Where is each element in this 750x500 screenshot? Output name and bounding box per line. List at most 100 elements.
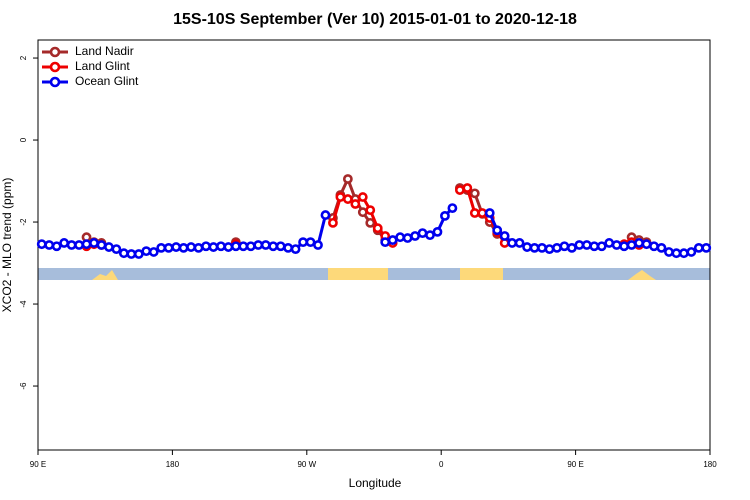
legend-marker xyxy=(49,46,61,58)
data-point xyxy=(425,230,435,241)
legend-marker xyxy=(49,76,61,88)
data-point xyxy=(469,208,480,218)
data-point xyxy=(581,240,592,250)
data-point xyxy=(552,242,562,253)
data-point xyxy=(566,242,577,253)
data-point xyxy=(671,248,682,259)
data-point xyxy=(313,240,323,250)
data-point xyxy=(59,238,70,248)
data-point xyxy=(380,237,391,248)
data-point xyxy=(268,241,279,252)
data-point xyxy=(537,242,547,253)
data-point xyxy=(305,237,316,248)
y-axis-label: XCO2 - MLO trend (ppm) xyxy=(0,178,14,313)
data-point xyxy=(432,226,443,237)
data-point xyxy=(186,242,196,252)
data-point xyxy=(387,235,398,245)
y-tick-label: -4 xyxy=(19,300,28,308)
data-point xyxy=(223,242,234,252)
data-point xyxy=(178,242,189,253)
land-band xyxy=(460,268,503,280)
data-point xyxy=(74,240,84,250)
data-point xyxy=(245,241,256,252)
data-point xyxy=(171,242,182,252)
data-point xyxy=(544,244,555,254)
data-point xyxy=(156,242,167,253)
data-point xyxy=(484,208,495,218)
x-tick-label: 90 W xyxy=(297,460,316,469)
data-point xyxy=(230,241,241,252)
data-point xyxy=(126,249,137,259)
legend-marker xyxy=(49,61,61,73)
data-point xyxy=(335,192,346,202)
y-tick-label: -6 xyxy=(19,382,28,390)
data-point xyxy=(693,242,704,253)
data-point xyxy=(328,217,338,228)
land-band xyxy=(628,270,656,280)
x-tick-label: 0 xyxy=(439,460,444,469)
data-point xyxy=(469,188,480,199)
data-point xyxy=(634,238,644,248)
data-point xyxy=(283,242,294,253)
data-point xyxy=(656,242,667,253)
data-point xyxy=(357,192,368,202)
data-point xyxy=(163,242,174,253)
data-point xyxy=(619,241,630,252)
data-point xyxy=(417,228,428,239)
data-point xyxy=(372,223,383,234)
data-point xyxy=(96,240,107,250)
data-point xyxy=(298,237,308,248)
data-point xyxy=(574,240,585,250)
y-tick-label: -2 xyxy=(19,218,28,226)
land-band xyxy=(328,268,388,280)
series xyxy=(81,183,644,252)
data-point xyxy=(365,217,376,228)
data-point xyxy=(664,247,674,257)
data-point xyxy=(514,238,525,248)
data-point xyxy=(507,238,518,248)
data-point xyxy=(626,240,637,250)
data-point xyxy=(649,241,659,252)
land-ocean-strip xyxy=(38,268,710,280)
data-point xyxy=(238,241,249,252)
data-point xyxy=(477,208,488,218)
data-point xyxy=(686,247,697,257)
data-point xyxy=(148,247,159,257)
data-point xyxy=(402,233,413,243)
data-point xyxy=(611,240,622,250)
data-point xyxy=(51,241,62,252)
data-point xyxy=(342,174,353,184)
y-tick-label: 0 xyxy=(19,137,28,142)
legend-label: Ocean Glint xyxy=(75,74,139,88)
data-point xyxy=(111,244,122,254)
data-point xyxy=(454,185,465,195)
land-band xyxy=(92,270,118,280)
data-point xyxy=(529,242,540,253)
data-point xyxy=(253,240,264,250)
x-tick-label: 180 xyxy=(166,460,180,469)
data-point xyxy=(141,246,152,257)
data-point xyxy=(350,199,361,209)
data-point xyxy=(81,239,92,250)
legend-label: Land Glint xyxy=(75,59,130,73)
series xyxy=(36,203,712,259)
data-point xyxy=(208,242,219,252)
data-point xyxy=(275,241,286,252)
data-point xyxy=(66,240,77,250)
chart-title: 15S-10S September (Ver 10) 2015-01-01 to… xyxy=(173,11,577,28)
data-point xyxy=(118,248,129,259)
data-point xyxy=(260,240,271,250)
data-point xyxy=(216,241,226,252)
data-point xyxy=(357,207,368,218)
x-tick-label: 180 xyxy=(703,460,717,469)
data-point xyxy=(290,244,301,254)
data-point xyxy=(462,183,473,193)
data-point xyxy=(104,242,114,252)
data-point xyxy=(701,242,712,253)
data-point xyxy=(44,240,55,250)
data-point xyxy=(89,238,99,248)
data-point xyxy=(320,210,331,220)
x-axis-label: Longitude xyxy=(349,476,402,490)
y-tick-label: 2 xyxy=(19,55,28,60)
